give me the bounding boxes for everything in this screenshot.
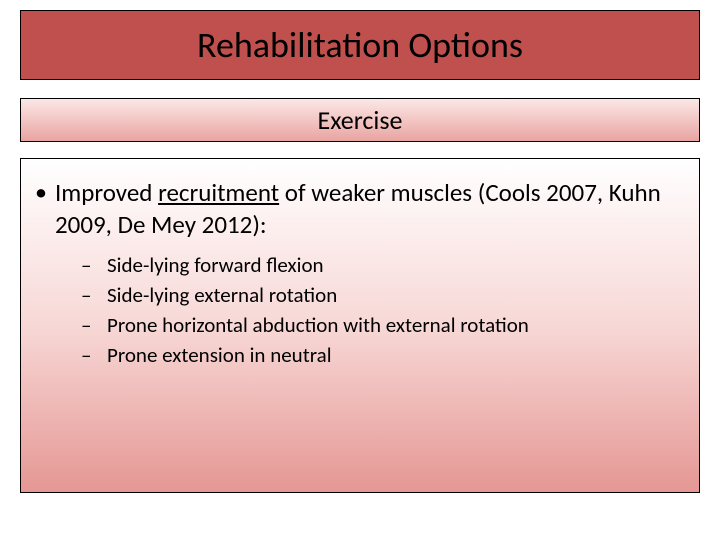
slide: Rehabilitation Options Exercise • Improv… bbox=[0, 0, 720, 540]
dash-icon: – bbox=[81, 251, 107, 279]
bullet-underlined: recruitment bbox=[158, 177, 279, 208]
sub-item-text: Side-lying external rotation bbox=[107, 281, 693, 309]
subtitle-box: Exercise bbox=[20, 98, 700, 142]
bullet-pre: Improved bbox=[55, 177, 158, 208]
bullet-text: Improved recruitment of weaker muscles (… bbox=[55, 177, 693, 241]
list-item: – Prone extension in neutral bbox=[81, 341, 693, 369]
sub-item-text: Prone extension in neutral bbox=[107, 341, 693, 369]
dash-icon: – bbox=[81, 281, 107, 309]
bullet-row: • Improved recruitment of weaker muscles… bbox=[27, 177, 693, 241]
slide-subtitle: Exercise bbox=[318, 104, 403, 136]
sub-item-text: Side-lying forward flexion bbox=[107, 251, 693, 279]
sub-list: – Side-lying forward flexion – Side-lyin… bbox=[81, 251, 693, 369]
slide-title: Rehabilitation Options bbox=[197, 23, 523, 67]
content-box: • Improved recruitment of weaker muscles… bbox=[20, 158, 700, 493]
list-item: – Side-lying external rotation bbox=[81, 281, 693, 309]
title-box: Rehabilitation Options bbox=[20, 10, 700, 80]
sub-item-text: Prone horizontal abduction with external… bbox=[107, 311, 693, 339]
bullet-icon: • bbox=[27, 177, 55, 209]
list-item: – Side-lying forward flexion bbox=[81, 251, 693, 279]
dash-icon: – bbox=[81, 341, 107, 369]
list-item: – Prone horizontal abduction with extern… bbox=[81, 311, 693, 339]
dash-icon: – bbox=[81, 311, 107, 339]
